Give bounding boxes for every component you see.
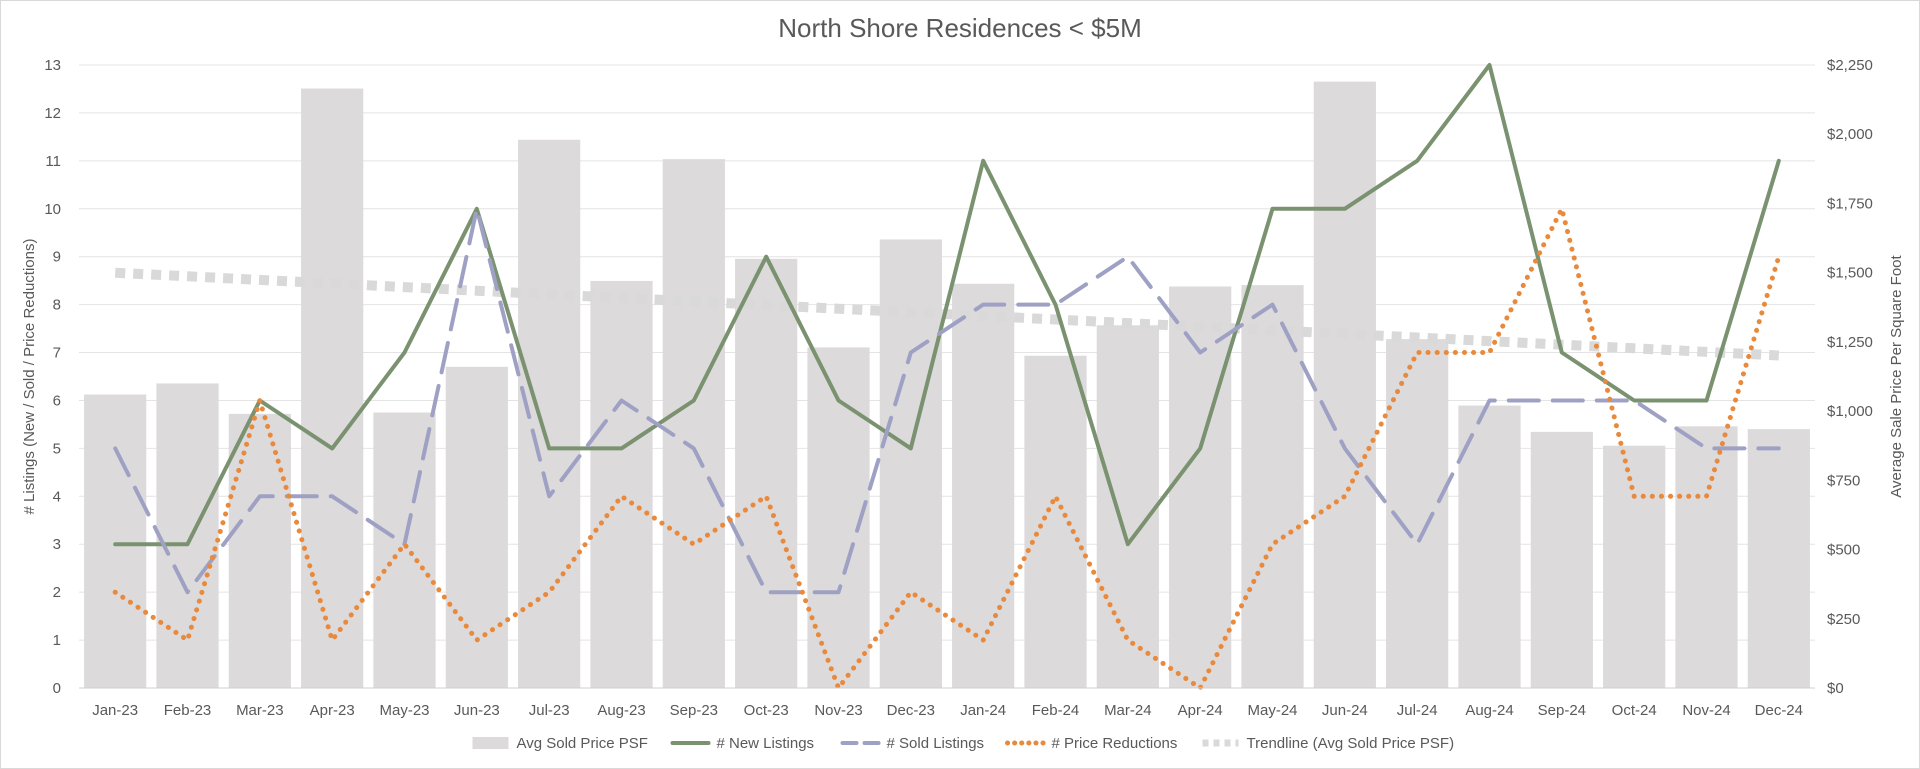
bar-sep-24 xyxy=(1530,431,1593,688)
bar-apr-24 xyxy=(1169,286,1232,688)
legend-label: # Price Reductions xyxy=(1052,735,1178,752)
x-tick-label: Dec-23 xyxy=(887,702,935,719)
x-tick-label: Oct-24 xyxy=(1612,702,1657,719)
bar-mar-23 xyxy=(228,413,291,688)
y-right-tick-label: $1,750 xyxy=(1827,195,1873,212)
y-right-tick-label: $250 xyxy=(1827,611,1860,628)
x-tick-label: Apr-23 xyxy=(310,702,355,719)
x-tick-label: Dec-24 xyxy=(1755,702,1803,719)
bar-jun-23 xyxy=(445,366,508,688)
x-tick-label: Sep-23 xyxy=(670,702,718,719)
x-tick-label: Oct-23 xyxy=(744,702,789,719)
x-tick-label: Sep-24 xyxy=(1538,702,1586,719)
y-left-tick-label: 3 xyxy=(53,536,61,553)
bar-layer xyxy=(84,81,1810,689)
legend-item: # Price Reductions xyxy=(1005,735,1178,752)
y-right-tick-label: $750 xyxy=(1827,472,1860,489)
x-tick-label: Nov-24 xyxy=(1682,702,1730,719)
y-left-tick-label: 2 xyxy=(53,584,61,601)
legend-item: # New Listings xyxy=(670,735,815,752)
x-tick-label: Jul-24 xyxy=(1397,702,1438,719)
legend-label: Trendline (Avg Sold Price PSF) xyxy=(1247,735,1455,752)
bar-feb-24 xyxy=(1024,355,1087,688)
y-left-tick-label: 6 xyxy=(53,392,61,409)
y-left-axis-title: # Listings (New / Sold / Price Reduction… xyxy=(21,239,38,515)
axis-layer: 012345678910111213$0$250$500$750$1,000$1… xyxy=(21,57,1905,719)
y-left-tick-label: 11 xyxy=(45,153,61,170)
series-line-2 xyxy=(113,206,1781,595)
legend-label: Avg Sold Price PSF xyxy=(517,735,648,752)
y-left-tick-label: 12 xyxy=(44,105,61,122)
legend-item: # Sold Listings xyxy=(840,735,985,752)
legend-label: # New Listings xyxy=(717,735,815,752)
y-left-tick-label: 7 xyxy=(53,345,61,362)
y-left-tick-label: 5 xyxy=(53,440,61,457)
x-tick-label: May-23 xyxy=(379,702,429,719)
y-right-tick-label: $1,500 xyxy=(1827,265,1873,282)
y-right-tick-label: $0 xyxy=(1827,680,1844,697)
x-tick-label: Jan-24 xyxy=(960,702,1006,719)
bar-oct-24 xyxy=(1603,445,1666,688)
x-tick-label: Feb-23 xyxy=(164,702,212,719)
y-right-tick-label: $2,000 xyxy=(1827,126,1873,143)
x-tick-label: May-24 xyxy=(1247,702,1297,719)
x-tick-label: Mar-24 xyxy=(1104,702,1152,719)
x-tick-label: Mar-23 xyxy=(236,702,284,719)
y-right-axis-title: Average Sale Price Per Square Foot xyxy=(1888,254,1905,497)
legend-layer: Avg Sold Price PSF # New Listings # Sold L… xyxy=(472,735,1455,752)
legend-swatch xyxy=(472,737,509,749)
x-tick-label: Nov-23 xyxy=(814,702,862,719)
x-tick-label: Jun-24 xyxy=(1322,702,1368,719)
line-layer xyxy=(112,63,1782,691)
bar-sep-23 xyxy=(662,159,725,689)
x-tick-label: Aug-23 xyxy=(597,702,645,719)
y-right-tick-label: $500 xyxy=(1827,542,1860,559)
y-right-tick-label: $1,250 xyxy=(1827,334,1873,351)
legend-item: Trendline (Avg Sold Price PSF) xyxy=(1202,735,1455,752)
x-tick-label: Jul-23 xyxy=(529,702,570,719)
x-tick-label: Aug-24 xyxy=(1465,702,1513,719)
chart-title: North Shore Residences < $5M xyxy=(778,13,1142,43)
bar-aug-24 xyxy=(1458,405,1521,688)
bar-may-23 xyxy=(373,412,436,688)
bar-feb-23 xyxy=(156,383,219,688)
y-left-tick-label: 8 xyxy=(53,297,61,314)
bar-oct-23 xyxy=(735,258,798,688)
legend-label: # Sold Listings xyxy=(887,735,985,752)
y-left-tick-label: 4 xyxy=(53,488,61,505)
series-line-3 xyxy=(112,206,1782,691)
series-line-4 xyxy=(114,267,1780,361)
y-left-tick-label: 1 xyxy=(53,632,61,649)
series-line-1 xyxy=(113,63,1781,547)
x-tick-label: Apr-24 xyxy=(1178,702,1223,719)
bar-aug-23 xyxy=(590,280,653,688)
y-left-tick-label: 10 xyxy=(44,201,61,218)
bar-may-24 xyxy=(1241,285,1304,688)
y-right-tick-label: $1,000 xyxy=(1827,403,1873,420)
y-left-tick-label: 13 xyxy=(44,57,61,74)
bar-jun-24 xyxy=(1313,81,1376,688)
bar-jan-24 xyxy=(952,283,1015,688)
x-tick-label: Feb-24 xyxy=(1032,702,1080,719)
bar-jan-23 xyxy=(84,394,147,688)
x-tick-label: Jun-23 xyxy=(454,702,500,719)
x-tick-label: Jan-23 xyxy=(92,702,138,719)
legend-item: Avg Sold Price PSF xyxy=(472,735,648,752)
bar-apr-23 xyxy=(301,88,364,689)
bar-dec-24 xyxy=(1747,429,1810,688)
y-left-tick-label: 9 xyxy=(53,249,61,266)
y-left-tick-label: 0 xyxy=(53,680,61,697)
bar-mar-24 xyxy=(1096,325,1159,688)
y-right-tick-label: $2,250 xyxy=(1827,57,1873,74)
bar-nov-24 xyxy=(1675,426,1738,688)
